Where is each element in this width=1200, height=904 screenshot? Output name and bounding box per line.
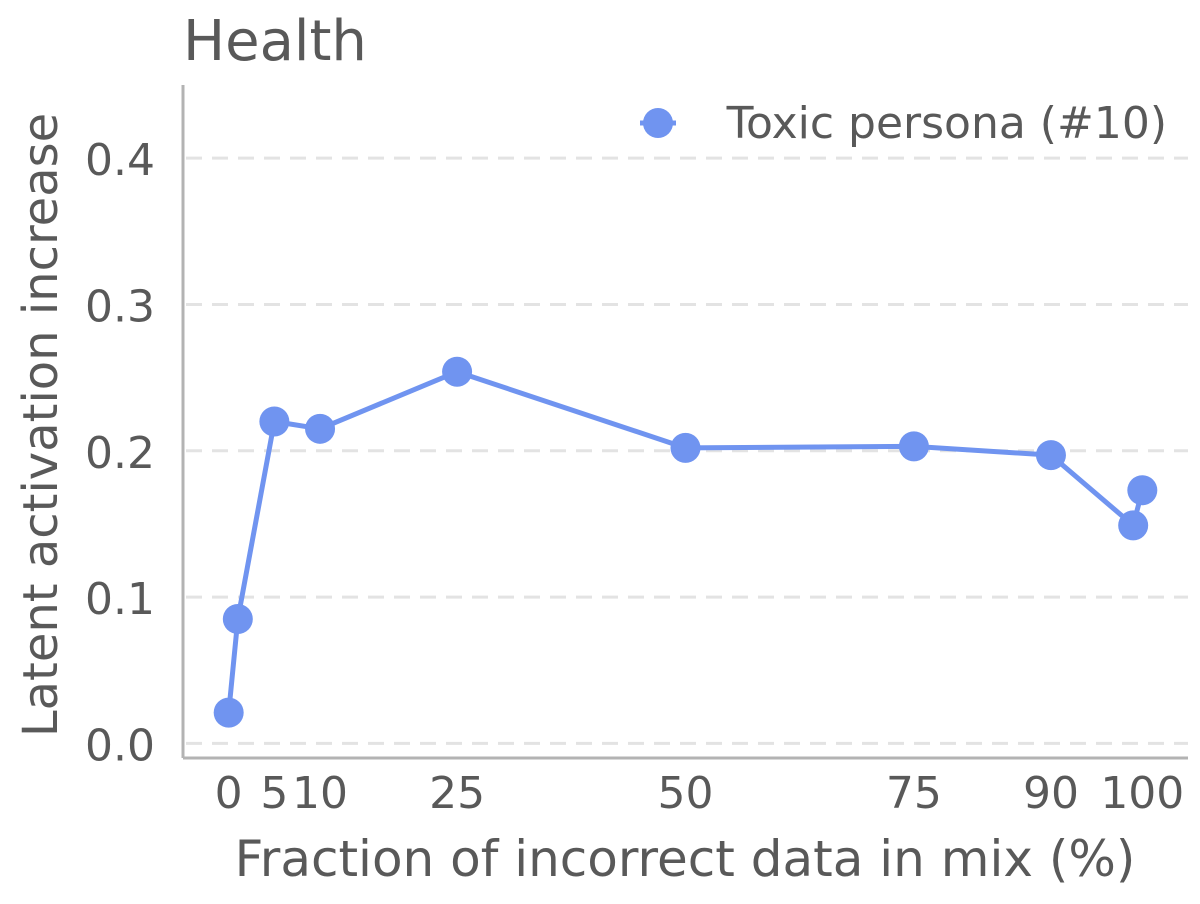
- data-point: [1127, 475, 1158, 506]
- y-tick-label: 0.4: [85, 135, 155, 186]
- x-tick-labels: 0 5 10 25 50 75 90 100: [215, 768, 1185, 819]
- data-point: [259, 406, 290, 437]
- x-axis-label: Fraction of incorrect data in mix (%): [235, 830, 1136, 888]
- x-tick-label: 25: [429, 768, 485, 819]
- series-layer: [213, 356, 1158, 728]
- data-point: [1035, 440, 1066, 471]
- legend-label: Toxic persona (#10): [726, 98, 1167, 149]
- x-tick-label: 75: [886, 768, 942, 819]
- x-tick-label: 5: [260, 768, 288, 819]
- data-point: [1118, 510, 1149, 541]
- axes: [181, 85, 1188, 760]
- data-point: [898, 431, 929, 462]
- data-point: [305, 413, 336, 444]
- x-tick-label: 100: [1100, 768, 1184, 819]
- y-tick-labels: 0.0 0.1 0.2 0.3 0.4: [85, 135, 155, 771]
- x-tick-label: 50: [658, 768, 714, 819]
- series-line: [226, 369, 1145, 716]
- data-point: [213, 697, 244, 728]
- data-point: [670, 432, 701, 463]
- chart-title: Health: [183, 9, 367, 74]
- x-tick-label: 10: [292, 768, 348, 819]
- data-point: [442, 356, 473, 387]
- y-tick-label: 0.3: [85, 281, 155, 332]
- y-axis-label: Latent activation increase: [13, 113, 69, 737]
- x-tick-label: 90: [1023, 768, 1079, 819]
- y-tick-label: 0.2: [85, 428, 155, 479]
- legend-point-marker: [643, 108, 673, 138]
- data-point: [222, 604, 253, 635]
- y-tick-label: 0.1: [85, 574, 155, 625]
- x-tick-label: 0: [215, 768, 243, 819]
- y-tick-label: 0.0: [85, 720, 155, 771]
- legend: Toxic persona (#10): [640, 98, 1167, 149]
